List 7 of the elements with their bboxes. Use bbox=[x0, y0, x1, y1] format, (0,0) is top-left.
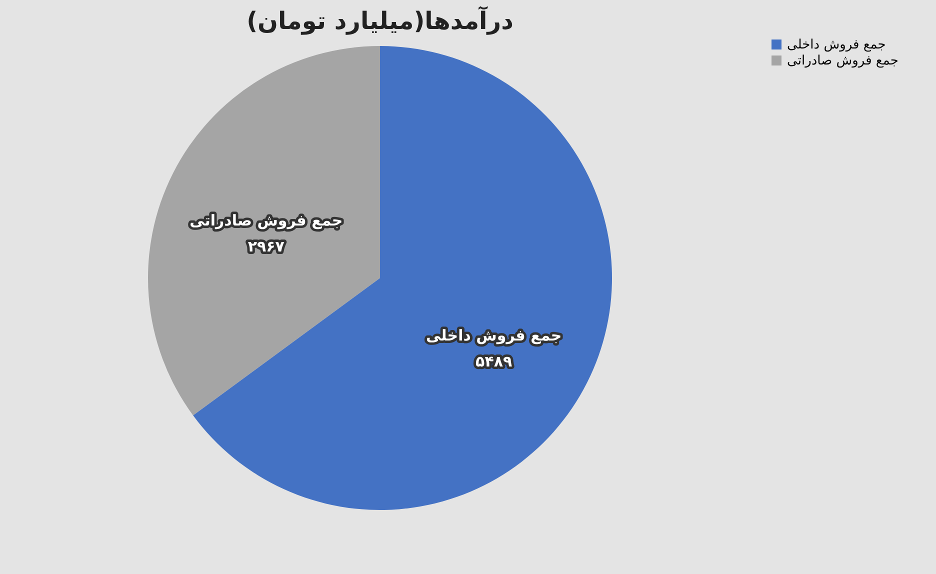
pie-slice bbox=[148, 46, 380, 416]
legend-label: جمع فروش داخلی bbox=[787, 38, 886, 52]
chart-title: درآمدها(میلیارد تومان) bbox=[246, 6, 514, 35]
data-label: ۵۴۸۹ bbox=[476, 352, 512, 371]
data-label: ۲۹۶۷ bbox=[248, 237, 284, 256]
legend-label: جمع فروش صادراتی bbox=[787, 54, 898, 68]
slice-label: جمع فروش داخلی bbox=[426, 326, 562, 345]
